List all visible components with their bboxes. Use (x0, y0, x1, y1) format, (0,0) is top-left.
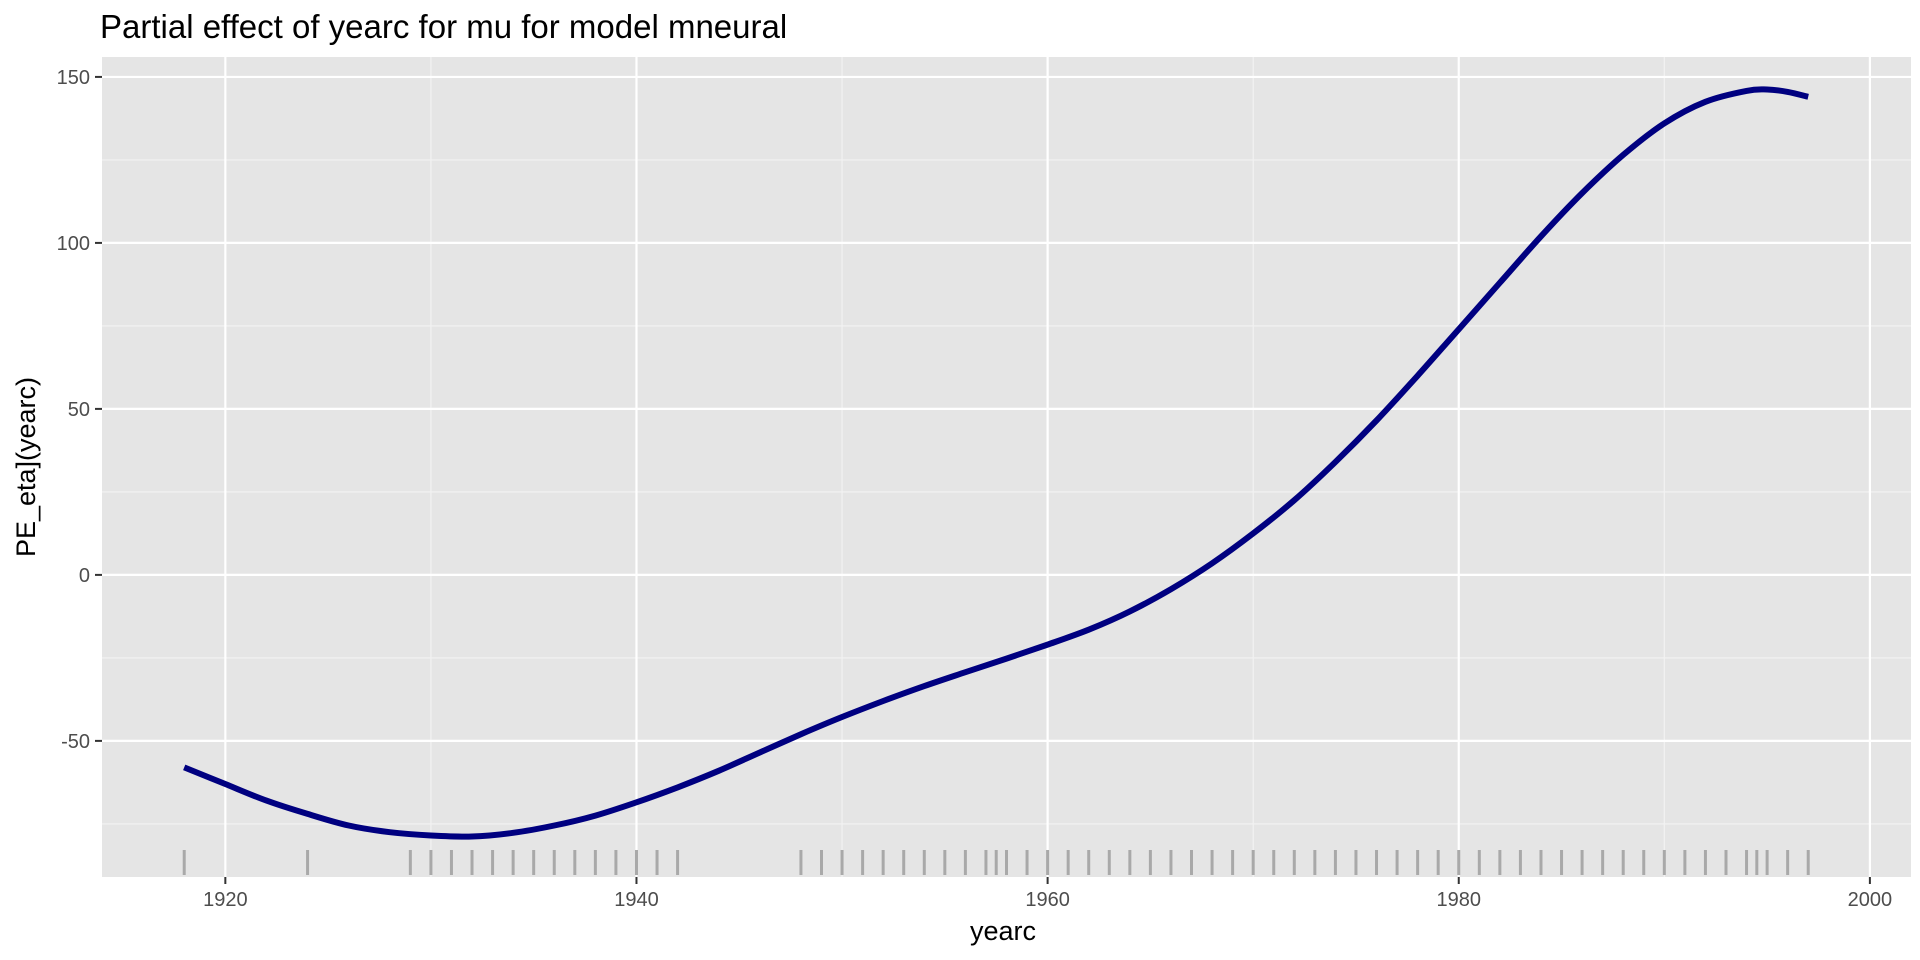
chart-title: Partial effect of yearc for mu for model… (100, 8, 788, 45)
series-layer (183, 86, 1809, 840)
series-line (183, 86, 1809, 840)
x-tick-label: 1980 (1437, 889, 1482, 911)
rug-marks (182, 850, 1810, 875)
x-tick-label: 1940 (614, 889, 659, 911)
y-tick-label: 0 (79, 565, 90, 587)
y-tick-label: 150 (57, 67, 90, 89)
y-tick-label: 100 (57, 233, 90, 255)
y-axis: 150 100 50 0 -50 (57, 67, 102, 753)
x-tick-label: 1960 (1025, 889, 1070, 911)
y-axis-title: PE_eta](yearc) (11, 377, 41, 557)
major-gridlines (102, 57, 1911, 877)
y-tick-label: -50 (61, 731, 90, 753)
x-axis-title: yearc (970, 916, 1036, 946)
x-tick-label: 2000 (1848, 889, 1893, 911)
minor-gridlines (102, 57, 1911, 877)
x-axis: 1920 1940 1960 1980 2000 (203, 877, 1892, 911)
x-tick-label: 1920 (203, 889, 248, 911)
plot-panel (102, 57, 1911, 877)
y-tick-label: 50 (68, 399, 90, 421)
